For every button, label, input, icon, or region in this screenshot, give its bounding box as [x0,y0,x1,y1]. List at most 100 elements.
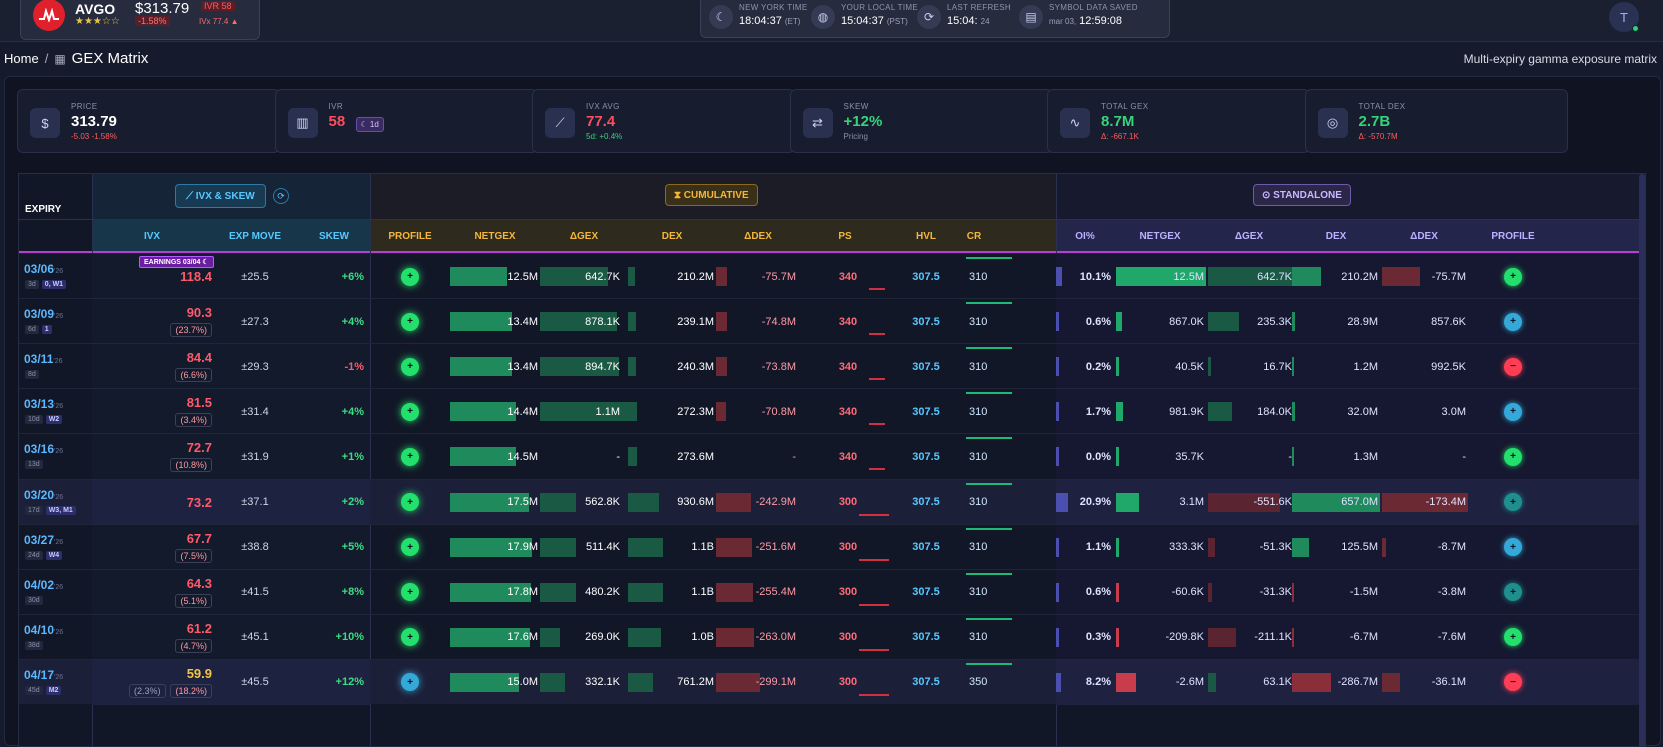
scrollbar[interactable] [1639,174,1645,746]
profile-dot-icon[interactable]: + [401,538,419,557]
table-row[interactable]: 03/20'26 17d W3, M1 73.2 ±37.1 +2% +17.5M 562.8… [19,478,1645,525]
table-row[interactable]: 04/10'26 38d 61.2 (4.7%) ±45.1 +10% +17.6M 269.… [19,613,1645,660]
standalone-toggle[interactable]: ⊙ STANDALONE [1253,184,1351,206]
dollar-icon: $ [30,108,60,138]
sa-profile-dot-icon[interactable]: + [1504,538,1522,557]
column-header-s_dex[interactable]: DEX [1325,230,1347,242]
sa-profile-dot-icon[interactable]: + [1504,267,1522,286]
exp-move: ±25.5 [241,270,269,283]
table-row[interactable]: 03/13'26 10d W2 81.5 (3.4%) ±31.4 +4% +14.4M 1.1… [19,388,1645,435]
column-header-hvl[interactable]: HVL [916,230,936,242]
table-row[interactable]: 03/11'26 8d 84.4 (6.6%) ±29.3 -1% +13.4M 894.7K… [19,343,1645,390]
column-header-ddex[interactable]: ΔDEX [744,230,772,242]
expiry-date[interactable]: 03/13'26 [24,397,63,411]
table-row[interactable]: 04/17'26 45d M2 59.9 (18.2%) (2.3%) ±45.5 +12% +… [19,658,1645,705]
profile-dot-icon[interactable]: + [401,673,419,692]
sa-dex-value: -1.5M [1349,586,1378,599]
cumulative-toggle[interactable]: ⧗ CUMULATIVE [665,184,758,206]
column-header-dex[interactable]: DEX [661,230,683,242]
expiry-date[interactable]: 03/06'26 [24,262,63,276]
breadcrumb-home[interactable]: Home [4,51,39,66]
dgex-bar [540,537,576,557]
ticker-symbol: AVGO [75,1,116,17]
column-header-s_netgex[interactable]: NETGEX [1139,230,1181,242]
cr-topline [966,347,1012,350]
skew-value: +6% [341,270,364,283]
profile-dot-icon[interactable]: + [401,493,419,511]
skew-value: +12% [335,676,364,689]
sa-ddex-value: 992.5K [1431,360,1466,373]
profile-dot-icon[interactable]: + [401,447,419,466]
expiry-date[interactable]: 03/09'26 [24,307,63,321]
sa-dgex-value: -31.3K [1259,586,1292,599]
expiry-date[interactable]: 04/17'26 [24,668,63,682]
column-header-dgex[interactable]: ΔGEX [569,230,599,242]
sa-profile-dot-icon[interactable]: + [1504,447,1522,466]
profile-dot-icon[interactable]: + [401,628,419,647]
profile-dot-icon[interactable]: + [401,402,419,421]
table-row[interactable]: 03/27'26 24d W4 67.7 (7.5%) ±38.8 +5% +17.9M 511… [19,523,1645,570]
database-icon: ▤ [1019,5,1043,29]
column-header-ps[interactable]: PS [838,230,852,242]
oi-bar [1056,447,1059,467]
profile-dot-icon[interactable]: + [401,357,419,376]
cycle-icon[interactable]: ⟳ [273,188,289,204]
expiry-date[interactable]: 04/10'26 [24,623,63,637]
column-header-cr[interactable]: CR [966,230,982,242]
table-row[interactable]: 03/16'26 13d 72.7 (10.8%) ±31.9 +1% +14.5M - 273… [19,433,1645,480]
expiry-date[interactable]: 03/20'26 [24,488,63,502]
sa-profile-dot-icon[interactable]: + [1504,583,1522,602]
expiry-date[interactable]: 04/02'26 [24,578,63,592]
profile-cell: + [370,525,450,570]
expiry-year: '26 [54,628,64,636]
profile-dot-icon[interactable]: + [401,583,419,602]
sa-profile-dot-icon[interactable]: + [1504,402,1522,421]
sa-profile-dot-icon[interactable]: − [1504,357,1522,376]
column-header-exp_move[interactable]: EXP MOVE [228,230,282,242]
expiry-date[interactable]: 03/27'26 [24,533,63,547]
table-row[interactable]: 03/09'26 6d 1 90.3 (23.7%) ±27.3 +4% +13.4M 878.… [19,298,1645,345]
hvl-value: 307.5 [912,541,940,554]
dte-badge: 38d [25,640,43,650]
sa-profile-cell: + [1468,299,1558,344]
table-row[interactable]: 03/06'26 3d 0, W1 EARNINGS 03/04 ☾ 118.4 ±25.… [19,253,1645,299]
column-header-skew[interactable]: SKEW [319,230,349,242]
expiry-date[interactable]: 03/11'26 [24,352,63,366]
sa-dex-bar [1292,627,1294,647]
sa-profile-dot-icon[interactable]: + [1504,493,1522,511]
column-header-netgex[interactable]: NETGEX [474,230,516,242]
cr-value: 310 [969,541,988,554]
dex-bar [628,627,661,647]
table-row[interactable]: 04/02'26 30d 64.3 (5.1%) ±41.5 +8% +17.8M 480.2… [19,568,1645,615]
profile-dot-icon[interactable]: + [401,312,419,331]
ivx-bg [92,389,370,435]
column-header-oi[interactable]: OI% [1075,230,1095,242]
card-value: 8.7M [1101,113,1135,130]
cr-topline [966,302,1012,305]
ivx-skew-toggle[interactable]: ⟋ IVX & SKEW [175,184,266,208]
column-header-s_profile[interactable]: PROFILE [1491,230,1535,242]
column-header-ivx[interactable]: IVX [143,230,161,242]
ticker-widget[interactable]: AVGO ★★★☆☆ $313.79 -1.58% IVR 58 IVx 77.… [20,0,260,40]
column-header-s_ddex[interactable]: ΔDEX [1410,230,1438,242]
exp-move: ±38.8 [241,541,269,554]
column-header-profile[interactable]: PROFILE [388,230,432,242]
summary-card: ⇄ SKEW +12% Pricing [789,89,1053,153]
expiry-date[interactable]: 03/16'26 [24,442,63,456]
skew-value: -1% [344,360,364,373]
sa-profile-cell: + [1468,615,1558,660]
summary-card: $ PRICE 313.79 -5.03 -1.58% [17,89,280,153]
ddex-bar [716,357,727,377]
sa-profile-dot-icon[interactable]: + [1504,312,1522,331]
sa-profile-dot-icon[interactable]: + [1504,628,1522,647]
profile-dot-icon[interactable]: + [401,267,419,286]
ddex-value: -74.8M [761,315,796,328]
sa-dex-bar [1292,492,1380,512]
ddex-bar [716,627,754,647]
grid-icon: ▦ [54,51,66,66]
sa-profile-dot-icon[interactable]: − [1504,673,1522,692]
profile-cell: + [370,299,450,344]
column-header-s_dgex[interactable]: ΔGEX [1234,230,1264,242]
sa-dex-bar [1292,447,1294,467]
hvl-value: 307.5 [912,676,940,689]
